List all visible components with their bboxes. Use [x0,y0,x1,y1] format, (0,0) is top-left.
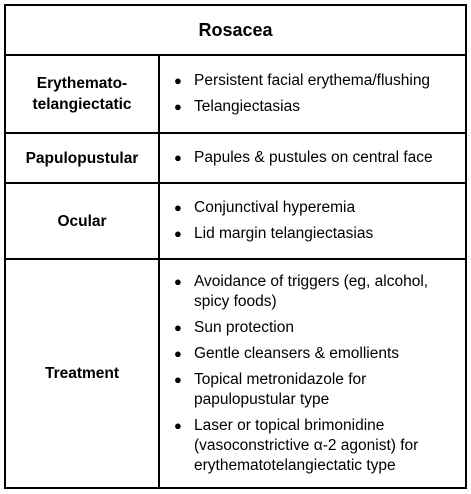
row-label-erythematotelangiectatic: Erythemato- telangiectatic [6,56,160,132]
row-label-text: Erythemato- telangiectatic [32,75,132,113]
list-item: ● Topical metronidazole for papulopustul… [174,370,457,410]
list-item: ● Gentle cleansers & emollients [174,344,457,364]
list-item-text: Conjunctival hyperemia [194,199,356,216]
row-items-treatment: ● Avoidance of triggers (eg, alcohol, sp… [160,260,465,487]
list-item-text: Gentle cleansers & emollients [194,344,400,362]
list-item-text: Persistent facial erythema/flushing [194,72,431,89]
bullet-icon: ● [174,371,182,387]
table-title: Rosacea [6,6,465,56]
list-item-text: Telangiectasias [194,98,300,115]
list-item: ● Papules & pustules on central face [174,148,457,168]
bullet-icon: ● [174,319,182,335]
list-item-text: Laser or topical brimonidine (vasoconstr… [194,416,419,474]
list-item-text: Sun protection [194,318,294,336]
bullet-icon: ● [174,273,182,289]
bullet-icon: ● [174,150,182,165]
list-item-text: Topical metronidazole for papulopustular… [194,370,367,408]
table-row-papulopustular: Papulopustular ● Papules & pustules on c… [6,134,465,184]
bullet-icon: ● [174,200,182,215]
rosacea-table: Rosacea Erythemato- telangiectatic ● Per… [4,4,467,489]
row-label-treatment: Treatment [6,260,160,487]
table-row-ocular: Ocular ● Conjunctival hyperemia ● Lid ma… [6,184,465,260]
row-label-papulopustular: Papulopustular [6,134,160,182]
list-item: ● Conjunctival hyperemia [174,198,457,218]
row-items-ocular: ● Conjunctival hyperemia ● Lid margin te… [160,184,465,258]
row-label-text: Ocular [57,212,107,230]
bullet-icon: ● [174,99,182,114]
list-item-text: Avoidance of triggers (eg, alcohol, spic… [194,272,429,310]
row-label-ocular: Ocular [6,184,160,258]
bullet-icon: ● [174,345,182,361]
list-item-text: Papules & pustules on central face [194,149,433,166]
table-row-erythematotelangiectatic: Erythemato- telangiectatic ● Persistent … [6,56,465,134]
list-item: ● Laser or topical brimonidine (vasocons… [174,416,457,476]
list-item: ● Persistent facial erythema/flushing [174,71,457,91]
list-item: ● Lid margin telangiectasias [174,224,457,244]
list-item-text: Lid margin telangiectasias [194,225,374,242]
row-label-text: Papulopustular [25,149,139,167]
bullet-icon: ● [174,417,182,433]
bullet-icon: ● [174,73,182,88]
table-row-treatment: Treatment ● Avoidance of triggers (eg, a… [6,260,465,487]
row-label-text: Treatment [44,365,120,382]
list-item: ● Sun protection [174,318,457,338]
list-item: ● Avoidance of triggers (eg, alcohol, sp… [174,272,457,312]
bullet-icon: ● [174,226,182,241]
row-items-papulopustular: ● Papules & pustules on central face [160,134,465,182]
row-items-erythematotelangiectatic: ● Persistent facial erythema/flushing ● … [160,56,465,132]
list-item: ● Telangiectasias [174,97,457,117]
